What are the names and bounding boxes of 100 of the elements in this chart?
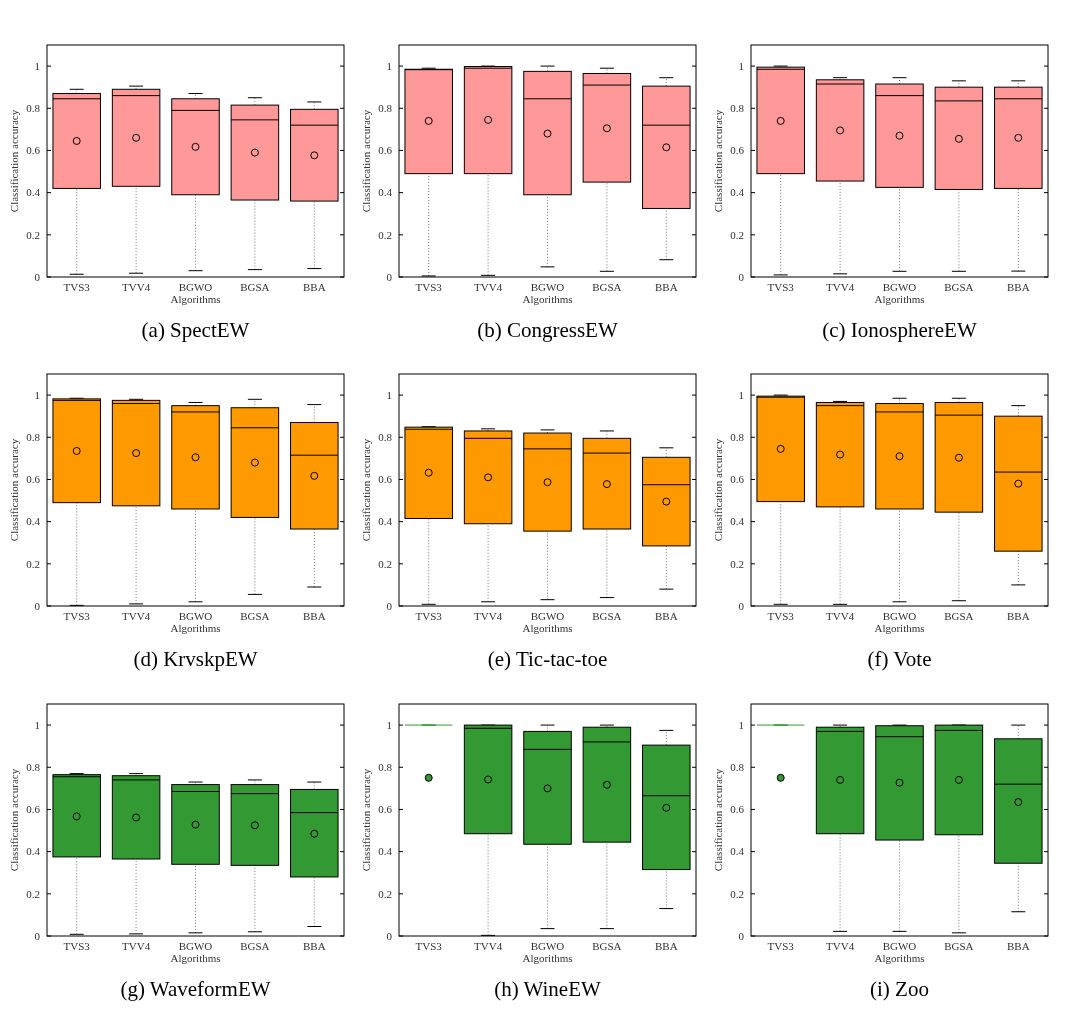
x-tick-label: BBA [302,610,326,622]
text: (g) WaveformEW [120,977,271,1001]
y-tick-label: 0.4 [378,515,393,528]
x-tick-label: TVS3 [63,610,91,622]
x-tick-label: TVV4 [122,610,151,622]
y-tick-label: 0.2 [730,557,744,570]
y-tick-label: 0.4 [730,515,745,528]
x-tick-label: TVS3 [63,940,91,952]
x-tick-label: BBA [654,281,678,293]
y-axis-title: Classification accuracy [8,768,20,872]
x-tick-label: BGWO [530,940,565,952]
y-tick-label: 1 [386,59,392,72]
y-axis-title: Classification accuracy [360,768,372,872]
y-tick-label: 0 [386,599,393,612]
x-tick-label: BGSA [240,610,270,622]
x-axis-title: Algorithms [170,293,221,305]
y-tick-label: 0.6 [378,473,393,486]
x-tick-label: BGSA [240,281,270,293]
x-tick-label: TVS3 [415,610,443,622]
y-tick-label: 1 [386,718,392,731]
x-tick-label: BGSA [592,610,622,622]
x-axis-title: Algorithms [522,952,573,964]
x-tick-label: BGWO [882,281,917,293]
x-tick-label: BBA [654,610,678,622]
y-tick-label: 0.4 [730,845,745,858]
y-tick-label: 0.8 [26,102,41,115]
x-tick-label: TVV4 [474,940,503,952]
y-tick-label: 0.4 [378,186,393,199]
y-tick-label: 0.6 [26,144,41,157]
x-axis-title: Algorithms [522,293,573,305]
y-axis-title: Classification accuracy [8,109,20,213]
x-tick-label: BGWO [530,281,565,293]
y-tick-label: 0.6 [26,473,41,486]
x-tick-label: BBA [1006,940,1030,952]
y-tick-label: 1 [738,388,744,401]
x-tick-label: BGSA [592,940,622,952]
y-axis-title: Classification accuracy [360,109,372,213]
x-tick-label: TVV4 [826,281,855,293]
y-tick-label: 0.2 [26,228,40,241]
y-axis-title: Classification accuracy [712,438,724,542]
y-tick-label: 0.2 [26,887,40,900]
y-tick-label: 0 [34,929,41,942]
y-tick-label: 0 [738,270,745,283]
text: (d) KrvskpEW [133,647,258,671]
x-tick-label: BBA [302,940,326,952]
x-tick-label: BGWO [882,610,917,622]
x-tick-label: BGWO [530,610,565,622]
x-tick-label: BBA [1006,610,1030,622]
y-tick-label: 0.4 [26,515,41,528]
y-tick-label: 1 [34,388,40,401]
x-tick-label: BBA [302,281,326,293]
y-tick-label: 0.8 [378,431,393,444]
x-axis-title: Algorithms [522,622,573,634]
x-tick-label: BGWO [178,610,213,622]
y-tick-label: 1 [386,388,392,401]
y-tick-label: 0.8 [378,102,393,115]
y-tick-label: 0.8 [378,761,393,774]
y-tick-label: 1 [34,718,40,731]
x-tick-label: TVS3 [415,281,443,293]
y-tick-label: 0.4 [730,186,745,199]
y-tick-label: 0 [738,599,745,612]
y-tick-label: 0.2 [730,887,744,900]
y-axis-title: Classification accuracy [360,438,372,542]
y-tick-label: 0.8 [730,431,745,444]
y-tick-label: 1 [34,59,40,72]
y-tick-label: 0.2 [26,557,40,570]
x-tick-label: TVV4 [826,940,855,952]
x-tick-label: TVS3 [767,610,795,622]
x-axis-title: Algorithms [874,293,925,305]
x-tick-label: TVS3 [767,281,795,293]
x-tick-label: BGWO [178,281,213,293]
y-tick-label: 0.2 [378,887,392,900]
y-tick-label: 0.6 [378,803,393,816]
y-tick-label: 0.2 [378,557,392,570]
y-tick-label: 0.4 [26,186,41,199]
x-tick-label: BBA [654,940,678,952]
x-tick-label: TVV4 [826,610,855,622]
y-tick-label: 1 [738,59,744,72]
y-tick-label: 0 [738,929,745,942]
text: (a) SpectEW [141,318,250,342]
text: (c) IonosphereEW [822,318,977,342]
y-axis-title: Classification accuracy [712,109,724,213]
y-axis-title: Classification accuracy [8,438,20,542]
y-tick-label: 0.2 [730,228,744,241]
text: (f) Vote [867,647,932,671]
x-tick-label: BGWO [882,940,917,952]
x-tick-label: BGSA [944,610,974,622]
y-tick-label: 0 [386,929,393,942]
y-tick-label: 0.6 [26,803,41,816]
y-tick-label: 0.2 [378,228,392,241]
text: (b) CongressEW [477,318,618,342]
y-tick-label: 1 [738,718,744,731]
x-tick-label: TVS3 [767,940,795,952]
x-axis-title: Algorithms [170,952,221,964]
y-tick-label: 0.4 [378,845,393,858]
x-tick-label: BGSA [944,940,974,952]
y-tick-label: 0.6 [730,144,745,157]
y-tick-label: 0.6 [378,144,393,157]
x-tick-label: TVV4 [474,610,503,622]
x-tick-label: TVS3 [63,281,91,293]
